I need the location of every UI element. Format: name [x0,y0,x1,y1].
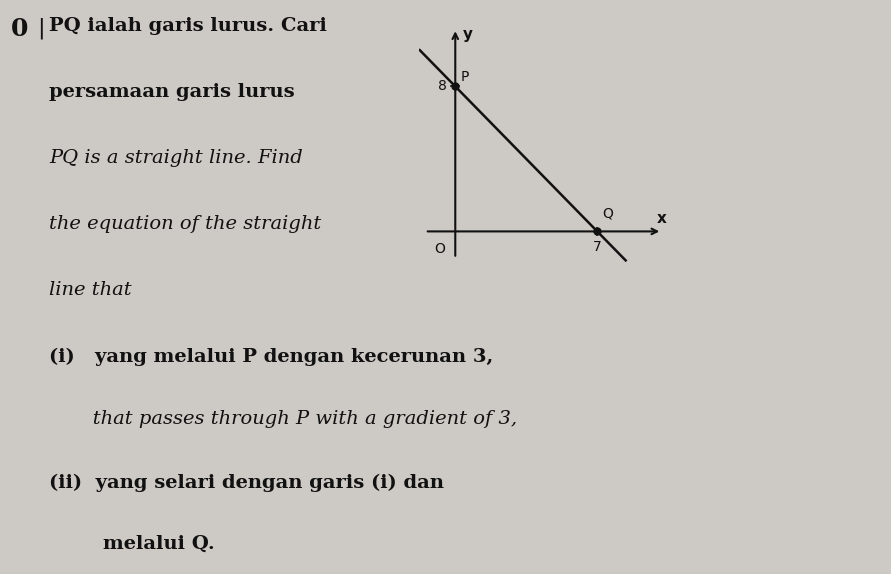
Text: melalui Q.: melalui Q. [49,535,215,553]
Text: 8: 8 [438,79,447,94]
Text: Q: Q [602,207,613,220]
Text: y: y [462,26,472,41]
Text: PQ ialah garis lurus. Cari: PQ ialah garis lurus. Cari [49,17,327,35]
Text: line that: line that [49,281,132,299]
Text: 0: 0 [11,17,29,41]
Text: (ii)  yang selari dengan garis (i) dan: (ii) yang selari dengan garis (i) dan [49,474,444,492]
Text: O: O [434,242,446,256]
Text: that passes through P with a gradient of 3,: that passes through P with a gradient of… [49,410,517,428]
Text: the equation of the straight: the equation of the straight [49,215,322,233]
Text: |: | [37,17,45,38]
Text: x: x [657,211,666,226]
Text: persamaan garis lurus: persamaan garis lurus [49,83,295,101]
Text: 7: 7 [593,241,601,254]
Text: (i)   yang melalui P dengan kecerunan 3,: (i) yang melalui P dengan kecerunan 3, [49,347,494,366]
Text: P: P [461,69,469,84]
Text: PQ is a straight line. Find: PQ is a straight line. Find [49,149,303,167]
